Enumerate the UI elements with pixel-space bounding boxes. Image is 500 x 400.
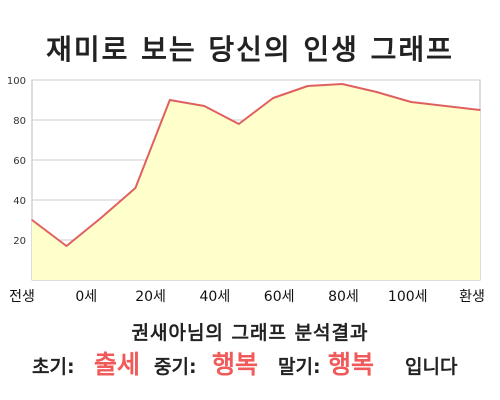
data-point-6 (237, 123, 240, 125)
suffix: 입니다 (405, 356, 458, 378)
y-tick-label: 100 (7, 76, 26, 87)
summary-title: 권새아님의 그래프 분석결과 (131, 322, 369, 344)
x-tick-label: 0세 (75, 289, 97, 305)
y-tick-label: 60 (13, 156, 26, 167)
x-tick-label: 40세 (200, 289, 231, 305)
data-point-2 (100, 217, 102, 219)
data-point-11 (410, 101, 412, 103)
y-tick-label: 40 (13, 196, 26, 207)
x-tick-label: 100세 (388, 289, 428, 305)
data-point-3 (134, 187, 137, 189)
summary-line: 초기: 출세 중기: 행복 말기: 행복 입니다 (0, 350, 500, 382)
data-point-8 (306, 85, 309, 87)
data-point-9 (341, 83, 343, 85)
y-tick-label: 20 (13, 236, 26, 247)
data-point-13 (479, 109, 481, 111)
data-point-10 (375, 91, 378, 93)
area-fill (32, 84, 480, 280)
early-value: 출세 (94, 350, 141, 379)
x-tick-label: 80세 (328, 289, 359, 305)
chart-title: 재미로 보는 당신의 인생 그래프 (46, 33, 454, 66)
x-tick-label: 60세 (264, 289, 295, 305)
early-label: 초기: (32, 356, 75, 378)
data-point-12 (444, 105, 447, 107)
x-tick-label: 환생 (459, 289, 485, 305)
late-label: 말기: (278, 356, 321, 378)
y-tick-label: 80 (13, 116, 26, 127)
x-tick-label: 전생 (9, 289, 35, 305)
data-point-1 (65, 245, 68, 247)
late-value: 행복 (328, 350, 375, 379)
data-point-7 (272, 97, 275, 99)
y-axis-ticks: 20 40 60 80 100 (7, 76, 26, 247)
mid-value: 행복 (212, 350, 259, 379)
x-axis-ticks: 전생 0세 20세 40세 60세 80세 100세 환생 (9, 289, 485, 305)
x-tick-label: 20세 (135, 289, 166, 305)
data-point-4 (169, 99, 171, 101)
series-line (31, 83, 481, 247)
data-point-5 (203, 105, 206, 107)
data-point-0 (31, 219, 33, 221)
mid-label: 중기: (154, 356, 197, 378)
